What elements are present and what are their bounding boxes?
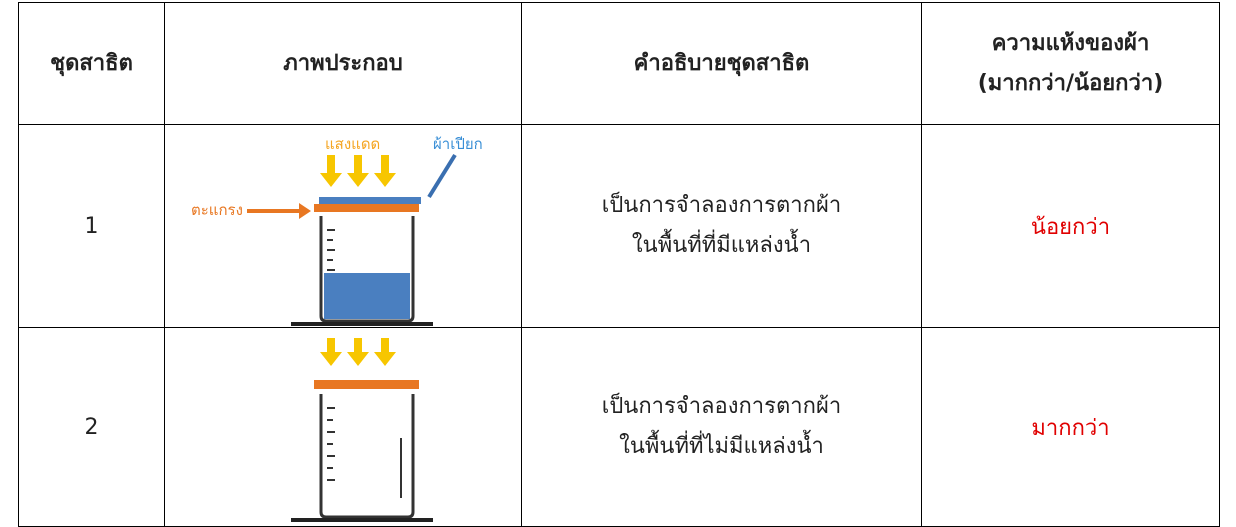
description-line: เป็นการจำลองการตากผ้า [601, 193, 842, 218]
description: เป็นการจำลองการตากผ้าในพื้นที่ที่มีแหล่ง… [521, 124, 922, 328]
set-number: 1 [18, 124, 165, 328]
set-number: 2 [18, 327, 165, 527]
beaker [319, 216, 415, 323]
header-cell: คำอธิบายชุดสาธิต [521, 2, 922, 125]
header-cell: ความแห้งของผ้า (มากกว่า/น้อยกว่า) [921, 2, 1220, 125]
illustration [291, 338, 433, 522]
description-line: ในพื้นที่ที่ไม่มีแหล่งน้ำ [619, 434, 824, 459]
picture-cell [164, 327, 522, 527]
picture-cell: แสงแดด ผ้าเปียก ตะแกรง [164, 124, 522, 328]
header-line: (มากกว่า/น้อยกว่า) [977, 70, 1164, 96]
description-line: ในพื้นที่ที่มีแหล่งน้ำ [631, 233, 812, 258]
wet-cloth [319, 197, 421, 204]
description-line: เป็นการจำลองการตากผ้า [601, 394, 842, 419]
beaker-scale [327, 229, 335, 271]
demo-table: ชุดสาธิต ภาพประกอบ คำอธิบายชุดสาธิต ความ… [18, 2, 1220, 527]
description: เป็นการจำลองการตากผ้าในพื้นที่ที่ไม่มีแห… [521, 327, 922, 527]
cloth-arrow [427, 153, 457, 199]
row: 1 แสงแดด ผ้าเปียก ตะแกรง เป็นการจำลองการ… [18, 124, 1220, 328]
beaker-scale [327, 407, 402, 498]
illustration: แสงแดด ผ้าเปียก ตะแกรง [191, 135, 483, 326]
wet-cloth-label: ผ้าเปียก [433, 135, 483, 153]
result: มากกว่า [921, 327, 1220, 527]
rack-arrow [247, 203, 311, 219]
header-row: ชุดสาธิต ภาพประกอบ คำอธิบายชุดสาธิต ความ… [18, 2, 1220, 125]
header-cell: ชุดสาธิต [18, 2, 165, 125]
sun-arrows [320, 338, 396, 366]
rack-label: ตะแกรง [191, 201, 243, 219]
rack [314, 380, 419, 389]
water [324, 273, 410, 319]
rack [314, 204, 419, 212]
result: น้อยกว่า [921, 124, 1220, 328]
row: 2 เป็นการจำลองการตากผ้าในพื้นที่ที่ไม่มี… [18, 327, 1220, 527]
header-cell: ภาพประกอบ [164, 2, 522, 125]
sunlight-label: แสงแดด [325, 135, 380, 153]
header-line: ความแห้งของผ้า [991, 30, 1150, 56]
beaker [319, 394, 415, 519]
sun-arrows [320, 155, 396, 187]
